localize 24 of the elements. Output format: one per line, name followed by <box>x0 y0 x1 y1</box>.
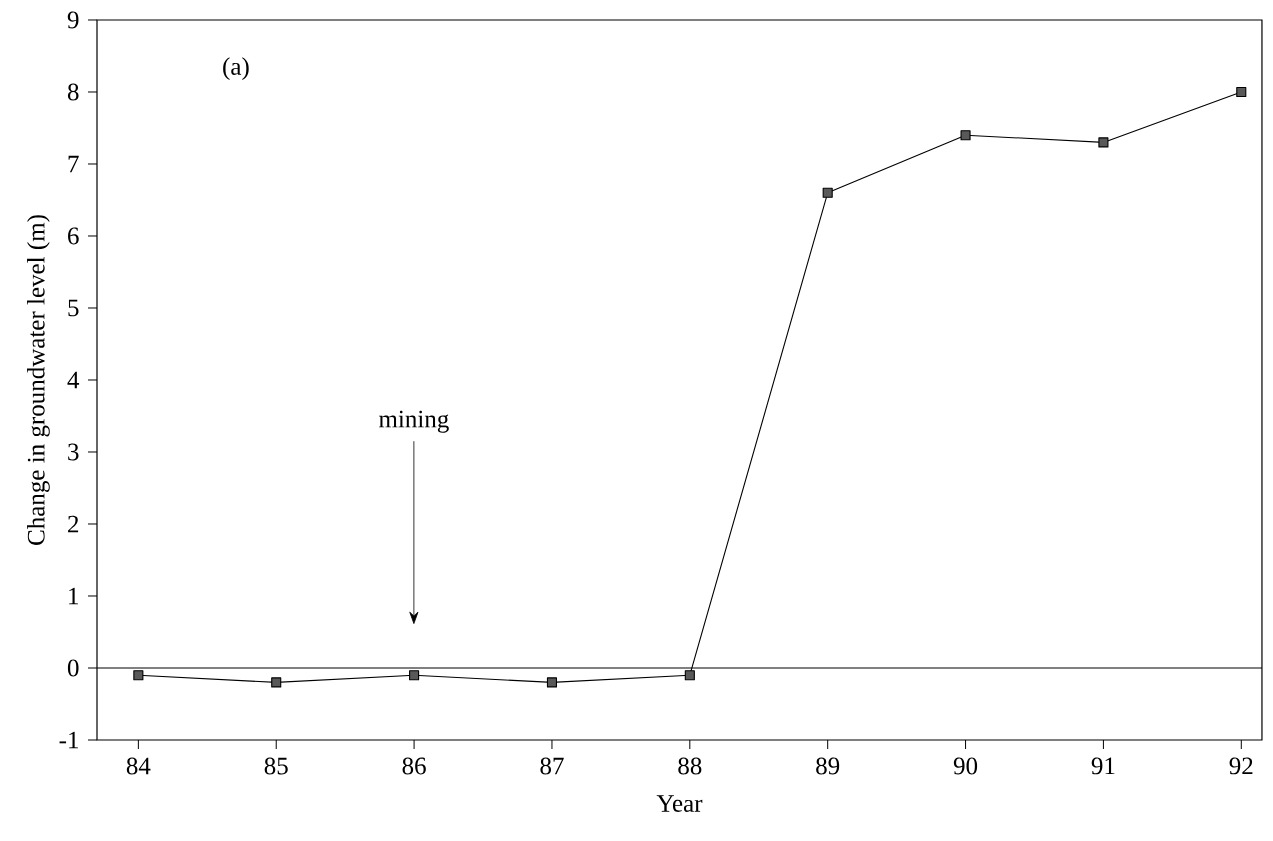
y-tick-label: 9 <box>67 11 79 29</box>
y-tick-label: 6 <box>68 227 79 245</box>
y-tick-label: 1 <box>69 587 78 605</box>
x-axis-title: Year <box>656 795 703 812</box>
x-tick-label: 86 <box>402 757 426 775</box>
x-tick-label: 89 <box>816 757 840 775</box>
y-tick-label: 2 <box>68 515 79 533</box>
y-tick-label: 3 <box>68 443 79 461</box>
y-tick-label: -1 <box>59 731 78 749</box>
x-tick-label: 90 <box>953 757 978 775</box>
annotation: mining <box>378 410 449 433</box>
x-tick-label: 92 <box>1229 757 1253 775</box>
y-axis-title: Change in groundwater level (m) <box>27 215 50 545</box>
annotation: (a) <box>223 57 249 80</box>
y-tick-label: 4 <box>67 371 80 389</box>
y-tick-label: 7 <box>68 155 79 173</box>
x-tick-label: 85 <box>264 757 288 775</box>
x-tick-label: 88 <box>678 757 702 775</box>
x-tick-label: 84 <box>126 757 151 775</box>
x-tick-label: 91 <box>1091 757 1115 775</box>
y-tick-label: 0 <box>67 659 79 677</box>
y-tick-label: 5 <box>68 299 79 317</box>
x-tick-label: 87 <box>540 757 564 775</box>
y-tick-label: 8 <box>67 83 79 101</box>
